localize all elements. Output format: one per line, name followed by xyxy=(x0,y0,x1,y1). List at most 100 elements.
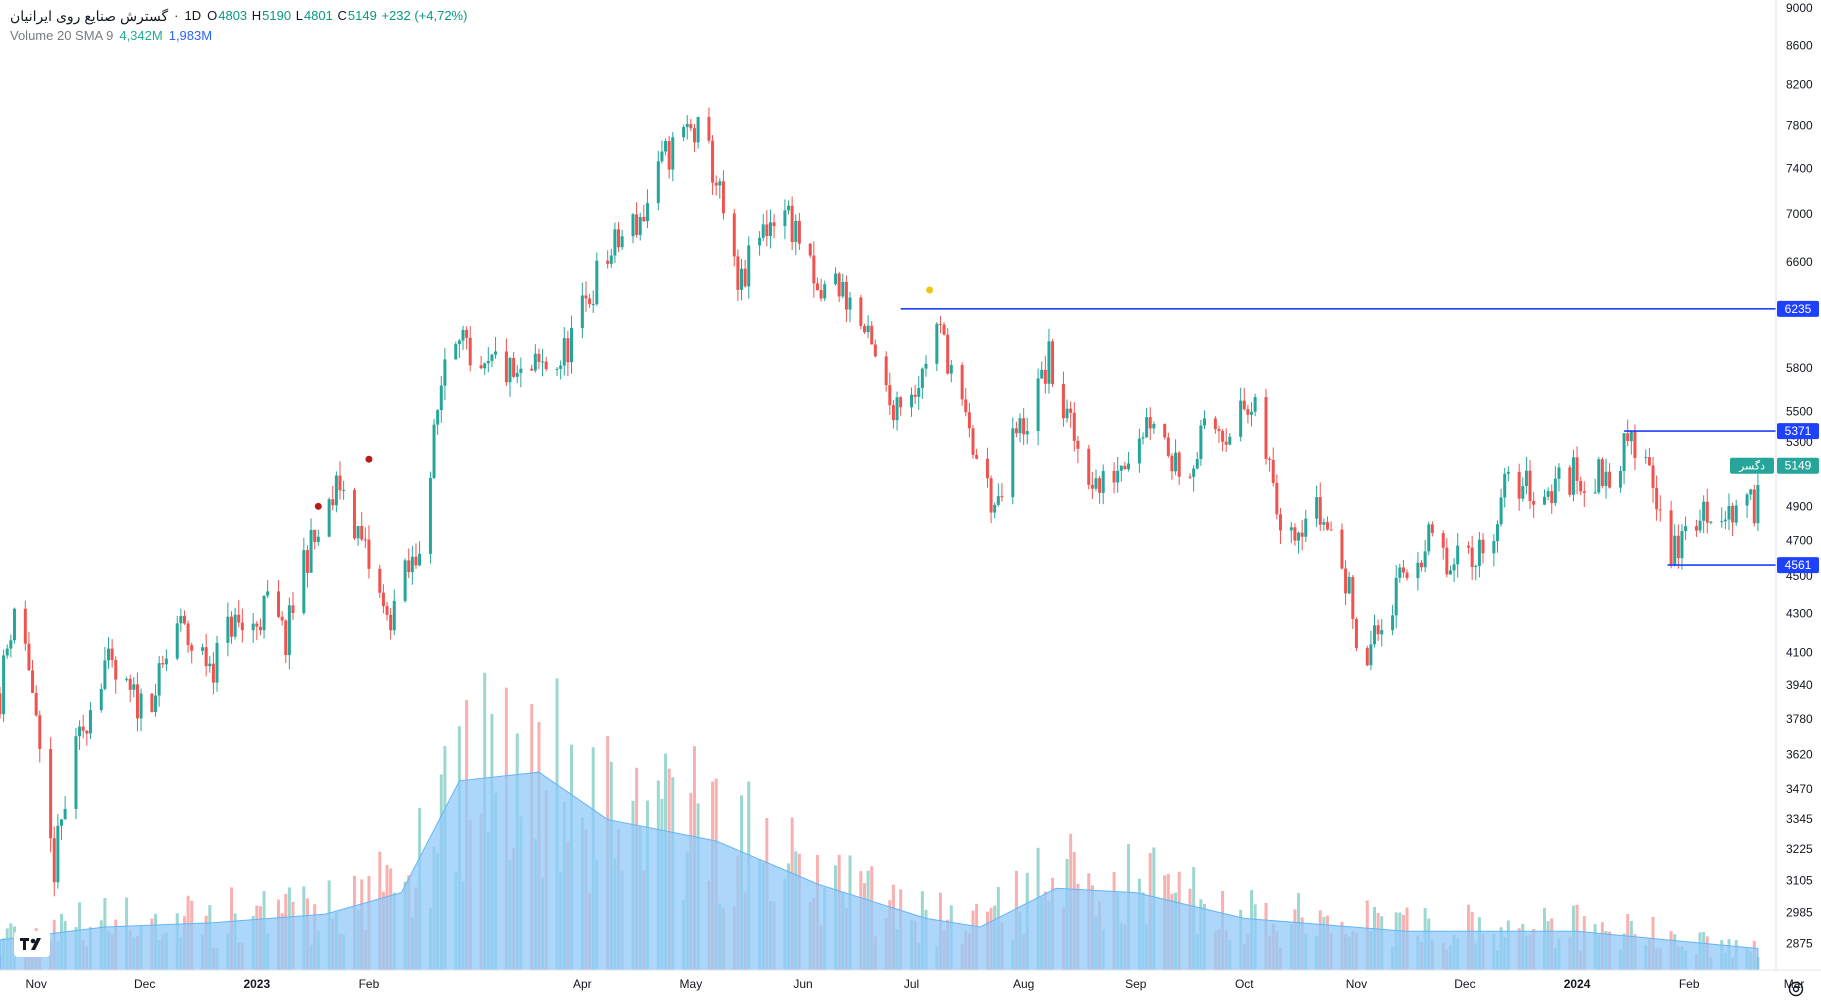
candle-body xyxy=(331,499,335,506)
candle-body xyxy=(313,529,317,542)
candle-body xyxy=(2,655,6,715)
candle-body xyxy=(186,623,190,646)
indicator-name[interactable]: Volume 20 SMA 9 xyxy=(10,28,114,43)
candle-body xyxy=(1673,535,1677,566)
candle-body xyxy=(1723,519,1727,522)
candle-body xyxy=(226,616,230,643)
candle-body xyxy=(555,368,559,370)
candle-body xyxy=(761,224,765,238)
candle-body xyxy=(99,688,103,711)
symbol-name[interactable]: گسترش صنایع روی ایرانیان xyxy=(10,8,169,24)
time-tick-label: Sep xyxy=(1125,977,1147,991)
horizontal-lines-layer[interactable] xyxy=(900,308,1776,566)
price-tick-label: 4300 xyxy=(1786,606,1813,620)
candle-body xyxy=(114,660,118,680)
candle-body xyxy=(1568,467,1572,495)
candle-body xyxy=(1304,518,1308,537)
candle-body xyxy=(1600,459,1604,486)
candle-body xyxy=(1087,448,1091,485)
candle-body xyxy=(334,475,338,506)
candle-body xyxy=(533,353,537,371)
candle-body xyxy=(1749,489,1753,495)
candle-body xyxy=(385,606,389,615)
candle-body xyxy=(103,660,107,689)
candle-body xyxy=(910,394,914,408)
candle-body xyxy=(671,137,675,170)
candle-body xyxy=(468,337,472,366)
candle-body xyxy=(88,710,92,734)
settings-icon[interactable] xyxy=(1787,980,1805,998)
candle-body xyxy=(1217,429,1221,432)
candle-body xyxy=(718,181,722,186)
high-label: H xyxy=(251,8,262,23)
candle-body xyxy=(457,340,461,345)
candle-body xyxy=(714,182,718,186)
candle-body xyxy=(537,353,541,362)
candle-body xyxy=(23,608,27,644)
candle-body xyxy=(1177,452,1181,477)
candle-body xyxy=(215,642,219,683)
candle-body xyxy=(1325,522,1329,530)
candle-body xyxy=(721,181,725,214)
candle-body xyxy=(584,295,588,299)
candle-body xyxy=(812,255,816,284)
candle-body xyxy=(1072,412,1076,441)
candle-body xyxy=(0,693,2,715)
candle-body xyxy=(1452,564,1456,571)
candle-body xyxy=(635,214,639,235)
candle-body xyxy=(483,363,487,369)
tradingview-logo-icon[interactable] xyxy=(14,931,50,957)
candle-body xyxy=(479,365,483,369)
candle-body xyxy=(237,614,241,623)
time-axis[interactable]: Nov Dec 2023 Feb Apr May Jun Jul Aug Sep Oct Nov Dec… xyxy=(25,977,1804,991)
candle-body xyxy=(428,478,432,554)
candle-body xyxy=(309,529,313,573)
time-tick-label: Nov xyxy=(1346,977,1367,991)
candle-body xyxy=(613,229,617,256)
candle-body xyxy=(1195,459,1199,469)
candle-body xyxy=(1163,423,1167,438)
high-value: 5190 xyxy=(262,8,292,23)
candle-body xyxy=(352,489,356,539)
candle-body xyxy=(1676,535,1680,559)
candle-body xyxy=(378,568,382,593)
candle-body xyxy=(1481,539,1485,554)
last-price-name-tag xyxy=(1730,457,1774,474)
candle-body xyxy=(1141,437,1145,439)
candle-body xyxy=(363,539,367,541)
candle-body xyxy=(1456,545,1460,565)
time-tick-label: Nov xyxy=(25,977,46,991)
interval-label[interactable]: 1D xyxy=(184,8,202,23)
time-tick-label: Oct xyxy=(1235,977,1254,991)
chart-legend: گسترش صنایع روی ایرانیان · 1D O4803 H519… xyxy=(10,6,468,46)
candle-body xyxy=(631,214,635,237)
time-tick-label: Feb xyxy=(1679,977,1700,991)
candle-body xyxy=(27,643,31,671)
sma-value: 1,983M xyxy=(168,28,213,43)
low-label: L xyxy=(295,8,303,23)
price-axis[interactable]: 9000860082007800740070006600580055005300… xyxy=(1786,1,1813,950)
candle-body xyxy=(31,670,35,693)
candle-body xyxy=(1043,369,1047,384)
candle-body xyxy=(432,424,436,479)
candle-body xyxy=(692,128,696,143)
candle-body xyxy=(515,372,519,377)
candle-body xyxy=(1322,522,1326,525)
candle-body xyxy=(794,220,798,242)
candle-body xyxy=(591,304,595,306)
signal-markers-layer xyxy=(314,286,934,510)
candle-body xyxy=(656,161,660,204)
candle-body xyxy=(1521,486,1525,499)
candle-body xyxy=(747,245,751,287)
candle-body xyxy=(150,693,154,713)
candle-body xyxy=(1604,471,1608,486)
candle-body xyxy=(1123,465,1127,470)
candle-body xyxy=(837,273,841,297)
candle-body xyxy=(1076,440,1080,449)
candle-body xyxy=(85,730,89,734)
candle-body xyxy=(707,116,711,141)
candle-body xyxy=(74,736,78,809)
price-tick-label: 5800 xyxy=(1786,361,1813,375)
candle-body xyxy=(1365,648,1369,666)
